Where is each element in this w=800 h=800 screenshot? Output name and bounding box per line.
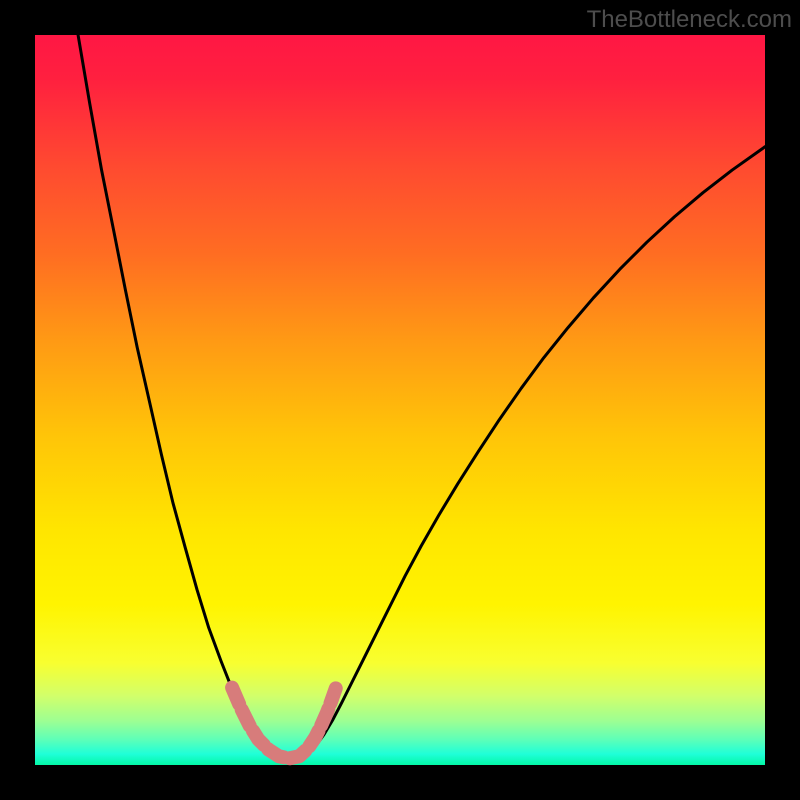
bottleneck-chart (0, 0, 800, 800)
chart-container: TheBottleneck.com (0, 0, 800, 800)
watermark-text: TheBottleneck.com (587, 6, 792, 34)
plot-background (35, 35, 765, 765)
